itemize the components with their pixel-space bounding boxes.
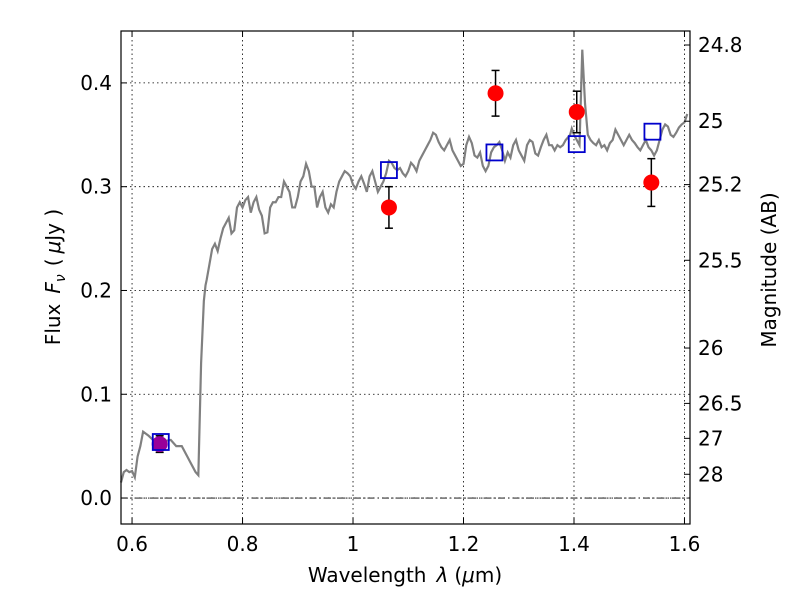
- x-tick-label: 1.4: [558, 532, 590, 556]
- observed-point: [568, 103, 585, 120]
- y-tick-label: 0.1: [80, 382, 112, 406]
- observed-point: [487, 85, 504, 102]
- y-axis-ticks: 0.0 0.1 0.2 0.3 0.4: [80, 71, 127, 510]
- right-axis-title: Magnitude (AB): [757, 192, 781, 347]
- y-tick-label: 0.4: [80, 71, 112, 95]
- x-axis-title-paren: (: [454, 563, 462, 587]
- y-axis-title-subscript: ν: [53, 274, 69, 282]
- right-tick-label: 24.8: [698, 33, 743, 57]
- right-tick-label: 26.5: [698, 391, 743, 415]
- x-tick-label: 1.6: [669, 532, 701, 556]
- right-tick-label: 25.5: [698, 248, 743, 272]
- observed-points: [151, 85, 660, 453]
- x-tick-label: 1: [347, 532, 360, 556]
- model-square: [151, 433, 170, 451]
- x-axis-title: Wavelength λ (μm): [308, 563, 502, 587]
- model-square: [643, 122, 662, 141]
- model-square: [485, 143, 504, 162]
- observed-point: [380, 199, 397, 216]
- y-axis-title-unit: Jy ): [41, 209, 65, 243]
- y-tick-label: 0.2: [80, 278, 112, 302]
- y-axis-title-text: Flux: [41, 303, 65, 345]
- model-spectrum-line: [119, 49, 689, 483]
- x-tick-label: 1.2: [448, 532, 480, 556]
- model-squares: [151, 122, 662, 451]
- right-tick-label: 25: [698, 109, 723, 133]
- y-tick-label: 0.3: [80, 175, 112, 199]
- x-axis-title-unit: m): [475, 563, 502, 587]
- x-axis-title-symbol: λ: [435, 563, 448, 587]
- x-axis-ticks: 0.6 0.8 1 1.2 1.4 1.6: [116, 31, 700, 556]
- x-tick-label: 0.6: [116, 532, 148, 556]
- grid-lines: [121, 31, 690, 524]
- y-axis-title: Flux Fν ( μJy ): [41, 209, 69, 345]
- right-tick-label: 28: [698, 462, 723, 486]
- x-axis-title-text: Wavelength: [308, 563, 427, 587]
- observed-point: [151, 436, 168, 453]
- x-axis-title-mu: μ: [461, 563, 475, 587]
- right-axis-ticks: 24.8 25 25.2 25.5 26 26.5 27 28: [684, 33, 743, 486]
- right-tick-label: 26: [698, 336, 723, 360]
- y-axis-title-mu: μ: [41, 241, 65, 255]
- model-square: [567, 135, 586, 154]
- plot-frame: [120, 30, 691, 525]
- observed-point: [643, 174, 660, 191]
- y-tick-label: 0.0: [80, 486, 112, 510]
- y-axis-title-paren: (: [41, 258, 65, 266]
- model-square: [380, 161, 398, 179]
- right-tick-label: 25.2: [698, 173, 743, 197]
- x-tick-label: 0.8: [227, 532, 259, 556]
- y-axis-title-symbol: F: [41, 282, 65, 294]
- right-tick-label: 27: [698, 426, 723, 450]
